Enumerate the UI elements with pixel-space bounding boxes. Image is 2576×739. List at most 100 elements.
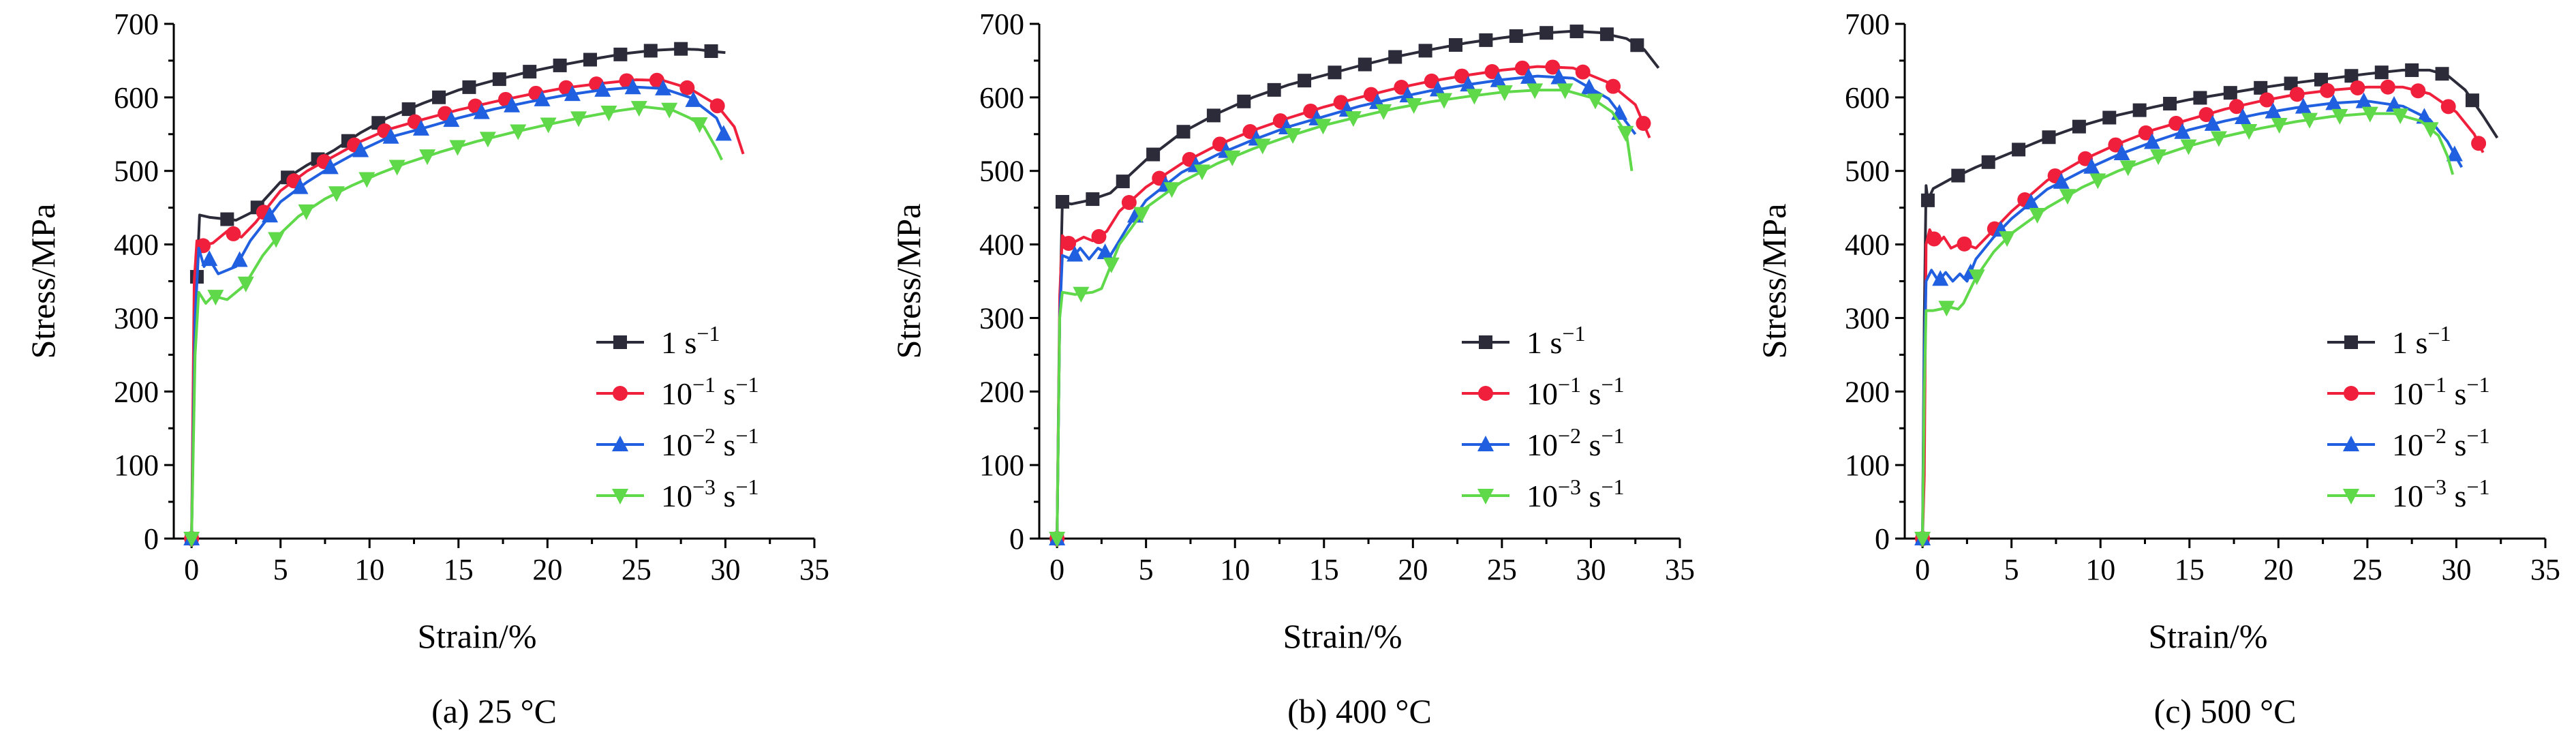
data-point — [1496, 85, 1513, 102]
panel-caption: (c) 500 °C — [2154, 692, 2297, 730]
data-point — [1388, 50, 1402, 64]
data-point — [2271, 118, 2288, 134]
legend-marker — [1479, 335, 1492, 349]
y-tick-label: 0 — [1009, 522, 1024, 556]
y-tick-label: 400 — [1845, 228, 1890, 262]
data-point — [1121, 194, 1137, 210]
data-point — [1569, 25, 1584, 39]
x-tick-label: 10 — [1220, 553, 1250, 586]
series-line — [1056, 65, 1651, 539]
data-point — [2254, 80, 2268, 95]
y-tick-label: 100 — [979, 449, 1024, 482]
chart-panel-3: 0 5 10 15 20 25 30 35 0 100 200 300 400 500 600 700 Stra… — [1755, 7, 2560, 730]
y-tick-label: 600 — [1845, 81, 1890, 115]
data-point — [2465, 93, 2479, 108]
legend: 1 s−1 10−1 s−1 10−2 s−1 10−3 s−1 — [1462, 321, 1625, 513]
data-point — [462, 80, 476, 94]
data-point — [298, 204, 315, 220]
y-tick-label: 400 — [114, 228, 159, 262]
data-point — [1424, 73, 1439, 89]
series-line — [190, 47, 726, 539]
data-point — [1460, 76, 1477, 92]
data-point — [1315, 119, 1332, 135]
legend-label: 10−1 s−1 — [661, 372, 759, 411]
data-point — [2259, 92, 2275, 108]
data-point — [1479, 33, 1493, 47]
data-point — [2223, 86, 2237, 100]
data-point — [1999, 231, 2016, 247]
data-point — [432, 90, 446, 104]
data-point — [2143, 133, 2160, 149]
data-point — [352, 141, 369, 157]
y-tick-label: 100 — [1845, 449, 1890, 482]
legend-label: 1 s−1 — [661, 321, 720, 360]
data-point — [2301, 112, 2318, 129]
y-tick-label: 400 — [979, 228, 1024, 262]
x-tick-label: 20 — [532, 553, 562, 586]
data-point — [479, 132, 496, 148]
legend-marker — [612, 436, 628, 451]
data-point — [2446, 145, 2463, 162]
data-point — [1484, 64, 1500, 80]
data-point — [1914, 532, 1931, 547]
x-tick-label: 30 — [1576, 553, 1606, 586]
data-point — [2174, 123, 2191, 139]
x-axis-title: Strain/% — [2149, 617, 2268, 655]
legend-marker — [2343, 436, 2359, 451]
data-point — [1514, 60, 1530, 76]
data-point — [1557, 83, 1574, 100]
x-tick-label: 25 — [2352, 553, 2382, 586]
x-tick-label: 35 — [799, 553, 829, 586]
legend-label: 10−2 s−1 — [1527, 423, 1625, 462]
data-point — [492, 72, 506, 87]
data-point — [2355, 92, 2372, 108]
data-point — [540, 117, 557, 134]
data-point — [1449, 37, 1462, 52]
data-point — [2314, 72, 2328, 87]
data-point — [1436, 93, 1453, 109]
y-tick-label: 700 — [979, 7, 1024, 41]
data-point — [2083, 157, 2100, 174]
data-point — [1454, 68, 1470, 84]
data-point — [1086, 192, 1100, 207]
data-point — [2386, 95, 2403, 112]
y-tick-label: 200 — [1845, 375, 1890, 408]
data-point — [1539, 26, 1554, 40]
series-line — [1056, 74, 1637, 539]
data-point — [1073, 286, 1090, 303]
data-point — [1163, 182, 1180, 198]
data-point — [443, 111, 460, 127]
x-tick-label: 0 — [184, 553, 199, 586]
data-point — [1418, 44, 1432, 58]
data-point — [1617, 125, 1634, 142]
data-point — [2023, 194, 2040, 210]
data-point — [1951, 168, 1965, 183]
data-point — [1606, 78, 1621, 94]
data-point — [388, 160, 405, 176]
data-point — [1394, 80, 1409, 95]
data-point — [2138, 125, 2153, 140]
y-tick-label: 200 — [114, 375, 159, 408]
data-point — [1405, 97, 1422, 114]
data-point — [2113, 145, 2130, 161]
data-point — [2331, 108, 2348, 125]
data-point — [1193, 164, 1210, 181]
data-point — [2344, 69, 2359, 83]
legend-marker — [1477, 489, 1494, 504]
data-point — [183, 532, 200, 547]
data-point — [358, 172, 375, 188]
legend-marker — [612, 489, 628, 504]
data-point — [1630, 38, 1644, 52]
data-point — [1580, 78, 1597, 95]
x-tick-label: 20 — [2263, 553, 2293, 586]
data-point — [2108, 137, 2123, 153]
data-point — [2422, 122, 2439, 138]
data-point — [401, 102, 416, 117]
data-point — [643, 44, 658, 58]
data-point — [583, 52, 597, 67]
legend: 1 s−1 10−1 s−1 10−2 s−1 10−3 s−1 — [596, 321, 759, 513]
data-point — [570, 111, 587, 127]
data-point — [2029, 208, 2046, 224]
data-point — [2320, 82, 2335, 98]
data-point — [1520, 67, 1537, 84]
